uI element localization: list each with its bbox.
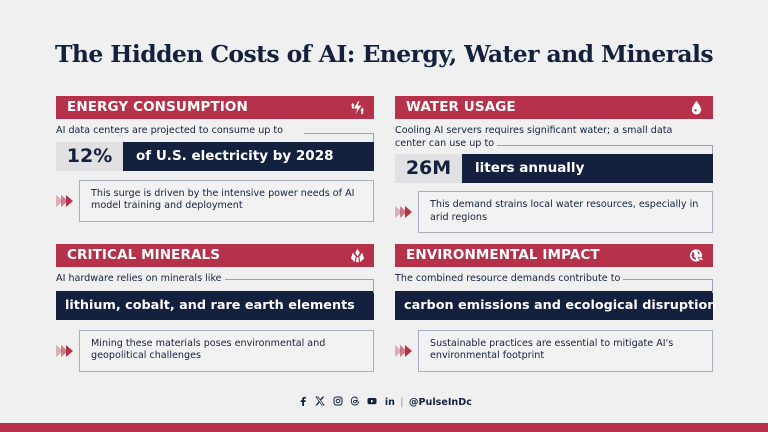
callout-text: This surge is driven by the intensive po… [79, 179, 374, 222]
panel-lead: Cooling AI servers requires significant … [395, 125, 713, 154]
chevrons-icon [395, 344, 412, 357]
instagram-icon[interactable] [333, 396, 343, 406]
crystals-icon [350, 248, 365, 263]
chevrons-icon [395, 206, 412, 218]
stat-value: 26M [395, 154, 462, 183]
panel-header: ENERGY CONSUMPTION [56, 96, 374, 119]
panel-energy-consumption: ENERGY CONSUMPTION AI data centers are p… [56, 96, 374, 222]
panel-critical-minerals: CRITICAL MINERALS AI hardware relies on … [56, 244, 374, 372]
panel-heading: ENERGY CONSUMPTION [67, 99, 248, 115]
connector-line [620, 279, 713, 293]
callout: This demand strains local water resource… [395, 191, 713, 233]
lightning-arrows-icon [350, 100, 365, 115]
connector-line [192, 279, 374, 293]
panel-water-usage: WATER USAGE Cooling AI servers requires … [395, 96, 713, 233]
linkedin-icon[interactable]: in [384, 397, 395, 408]
connector-line [304, 132, 374, 142]
stat-value: 12% [56, 141, 123, 171]
stat-description: liters annually [462, 154, 713, 183]
connector-line [484, 145, 713, 154]
highlight-band: carbon emissions and ecological disrupti… [395, 290, 716, 320]
youtube-icon[interactable] [367, 396, 377, 406]
stat-description: of U.S. electricity by 2028 [123, 141, 374, 171]
panel-header: CRITICAL MINERALS [56, 244, 374, 267]
panel-lead: AI data centers are projected to consume… [56, 125, 374, 142]
callout-text: This demand strains local water resource… [418, 191, 713, 233]
water-drop-icon [689, 100, 704, 115]
page-title: The Hidden Costs of AI: Energy, Water an… [55, 40, 714, 68]
panel-lead: AI hardware relies on minerals like [56, 273, 374, 293]
callout-text: Mining these materials poses environment… [79, 329, 374, 372]
panel-heading: WATER USAGE [406, 99, 516, 115]
globe-leaf-icon [689, 248, 704, 263]
panel-lead: The combined resource demands contribute… [395, 273, 713, 293]
panel-header: WATER USAGE [395, 96, 713, 119]
facebook-icon[interactable] [298, 396, 308, 406]
callout: This surge is driven by the intensive po… [56, 179, 374, 222]
bottom-accent-bar [0, 423, 768, 432]
panel-heading: ENVIRONMENTAL IMPACT [406, 247, 600, 263]
panel-environmental-impact: ENVIRONMENTAL IMPACT The combined resour… [395, 244, 716, 372]
callout-text: Sustainable practices are essential to m… [418, 329, 713, 372]
stat-row: 12% of U.S. electricity by 2028 [56, 141, 374, 171]
social-handle[interactable]: @PulseInDc [408, 397, 472, 408]
stat-row: 26M liters annually [395, 154, 713, 183]
callout: Sustainable practices are essential to m… [395, 329, 713, 372]
chevrons-icon [56, 194, 73, 207]
threads-icon[interactable] [350, 396, 360, 406]
panel-header: ENVIRONMENTAL IMPACT [395, 244, 713, 267]
highlight-band: lithium, cobalt, and rare earth elements [56, 290, 374, 320]
x-icon[interactable] [315, 396, 326, 406]
chevrons-icon [56, 344, 73, 357]
footer-social-bar: in | @PulseInDc [0, 396, 768, 410]
panel-heading: CRITICAL MINERALS [67, 247, 221, 263]
callout: Mining these materials poses environment… [56, 329, 374, 372]
footer-separator: | [400, 397, 404, 408]
